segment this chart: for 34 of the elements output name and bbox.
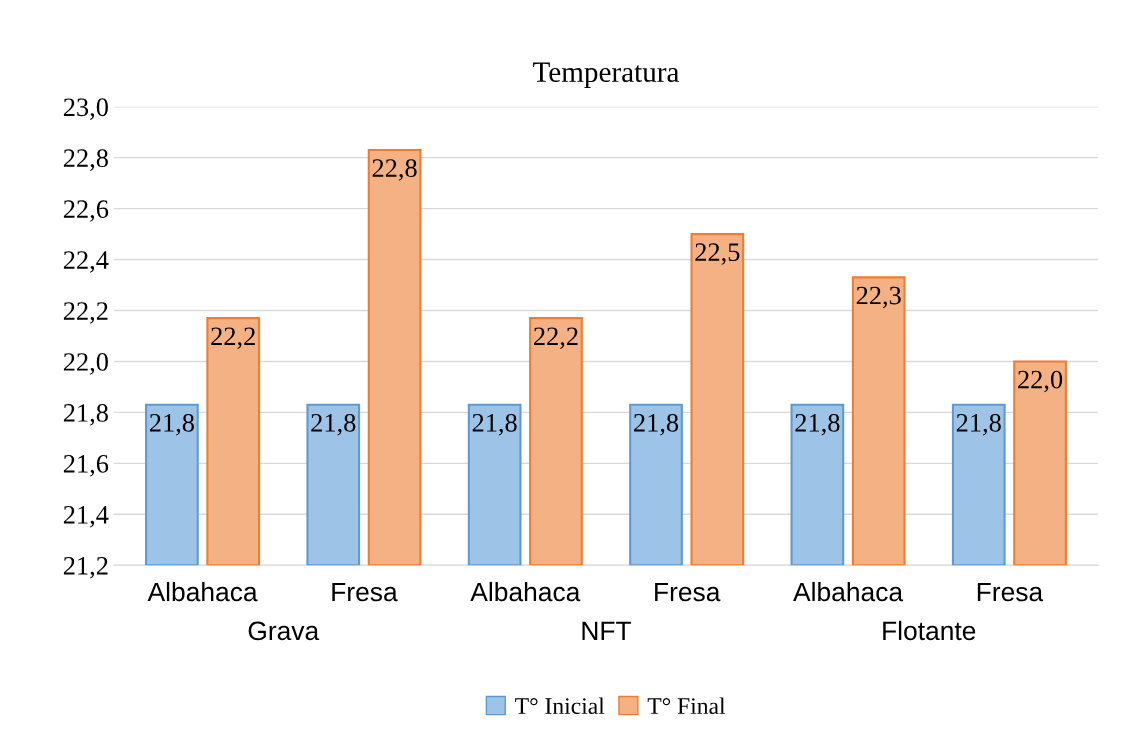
x-tick-label: Fresa: [332, 582, 398, 602]
chart-title: Temperatura: [533, 62, 680, 88]
data-label: 22,5: [695, 243, 740, 265]
y-tick-label: 22,0: [63, 353, 108, 375]
y-tick-label: 21,8: [63, 404, 108, 426]
x-tick-label: Fresa: [655, 582, 721, 602]
data-label: 22,2: [211, 327, 255, 349]
y-tick-label: 22,8: [63, 149, 108, 171]
text: Flotante: [883, 620, 976, 641]
y-tick-label: 22,4: [63, 251, 109, 273]
y-tick-label: 21,2: [63, 556, 108, 579]
data-label: 21,8: [149, 413, 194, 436]
data-label: 22,0: [1018, 370, 1063, 393]
y-tick-label: 21,4: [63, 505, 109, 528]
data-label: 21,8: [634, 413, 679, 436]
y-tick-label: 22,6: [63, 200, 109, 222]
data-label: 21,8: [956, 413, 1001, 436]
data-label: 21,8: [311, 413, 356, 436]
x-tick-label: Albahaca: [793, 581, 904, 602]
legend-label: T° Final: [647, 697, 726, 715]
text: Grava: [248, 621, 320, 641]
data-label: 21,8: [472, 413, 517, 436]
y-tick-label: 21,6: [63, 455, 109, 477]
text: NFT: [582, 621, 632, 640]
legend-label: T° Inicial: [515, 697, 605, 715]
data-label: 22,8: [372, 159, 417, 181]
x-tick-label: Albahaca: [147, 581, 258, 602]
y-tick-label: 22,2: [63, 302, 108, 324]
x-tick-label: Albahaca: [470, 581, 581, 602]
y-tick-label: 23,0: [63, 98, 108, 120]
data-label: 22,3: [856, 286, 901, 309]
data-label: 22,2: [534, 327, 578, 349]
data-label: 21,8: [795, 413, 840, 436]
x-tick-label: Fresa: [977, 582, 1044, 602]
